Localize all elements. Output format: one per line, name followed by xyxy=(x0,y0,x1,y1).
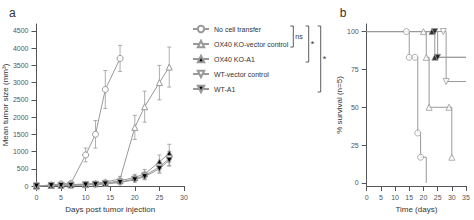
svg-text:25: 25 xyxy=(434,194,442,201)
svg-text:WT-vector control: WT-vector control xyxy=(214,71,269,78)
svg-text:*: * xyxy=(311,39,315,49)
svg-text:100: 100 xyxy=(347,28,359,35)
svg-text:2500: 2500 xyxy=(13,96,29,103)
svg-text:10: 10 xyxy=(391,194,399,201)
svg-text:3500: 3500 xyxy=(13,62,29,69)
svg-text:OX40 KO-A1: OX40 KO-A1 xyxy=(214,56,255,63)
svg-text:Time (days): Time (days) xyxy=(395,205,437,214)
svg-text:4500: 4500 xyxy=(13,27,29,34)
svg-text:0: 0 xyxy=(25,183,29,190)
svg-text:15: 15 xyxy=(106,194,114,201)
svg-text:10: 10 xyxy=(82,194,90,201)
svg-text:ns: ns xyxy=(295,33,303,40)
svg-text:50: 50 xyxy=(351,104,359,111)
svg-text:4000: 4000 xyxy=(13,45,29,52)
svg-text:*: * xyxy=(323,54,327,64)
svg-text:0: 0 xyxy=(355,179,359,186)
svg-text:35: 35 xyxy=(462,194,470,201)
svg-text:OX40 KO-vector control: OX40 KO-vector control xyxy=(214,41,289,48)
svg-text:5: 5 xyxy=(379,194,383,201)
svg-text:Days post tumor injection: Days post tumor injection xyxy=(65,205,155,214)
svg-text:5: 5 xyxy=(59,194,63,201)
svg-text:a: a xyxy=(9,6,16,20)
svg-text:1000: 1000 xyxy=(13,148,29,155)
svg-text:30: 30 xyxy=(180,194,188,201)
svg-text:1500: 1500 xyxy=(13,131,29,138)
svg-text:2000: 2000 xyxy=(13,114,29,121)
svg-text:0: 0 xyxy=(35,194,39,201)
svg-text:30: 30 xyxy=(448,194,456,201)
svg-text:20: 20 xyxy=(420,194,428,201)
svg-text:Mean tumor size (mm³): Mean tumor size (mm³) xyxy=(1,63,10,146)
svg-text:0: 0 xyxy=(365,194,369,201)
svg-text:75: 75 xyxy=(351,66,359,73)
svg-text:b: b xyxy=(340,6,347,20)
svg-text:20: 20 xyxy=(131,194,139,201)
svg-text:WT-A1: WT-A1 xyxy=(214,86,235,93)
svg-text:25: 25 xyxy=(351,142,359,149)
svg-text:500: 500 xyxy=(17,165,29,172)
svg-text:15: 15 xyxy=(405,194,413,201)
svg-text:% survival (n=5): % survival (n=5) xyxy=(335,76,344,134)
svg-text:No cell transfer: No cell transfer xyxy=(214,26,262,33)
svg-text:3000: 3000 xyxy=(13,79,29,86)
svg-text:25: 25 xyxy=(156,194,164,201)
